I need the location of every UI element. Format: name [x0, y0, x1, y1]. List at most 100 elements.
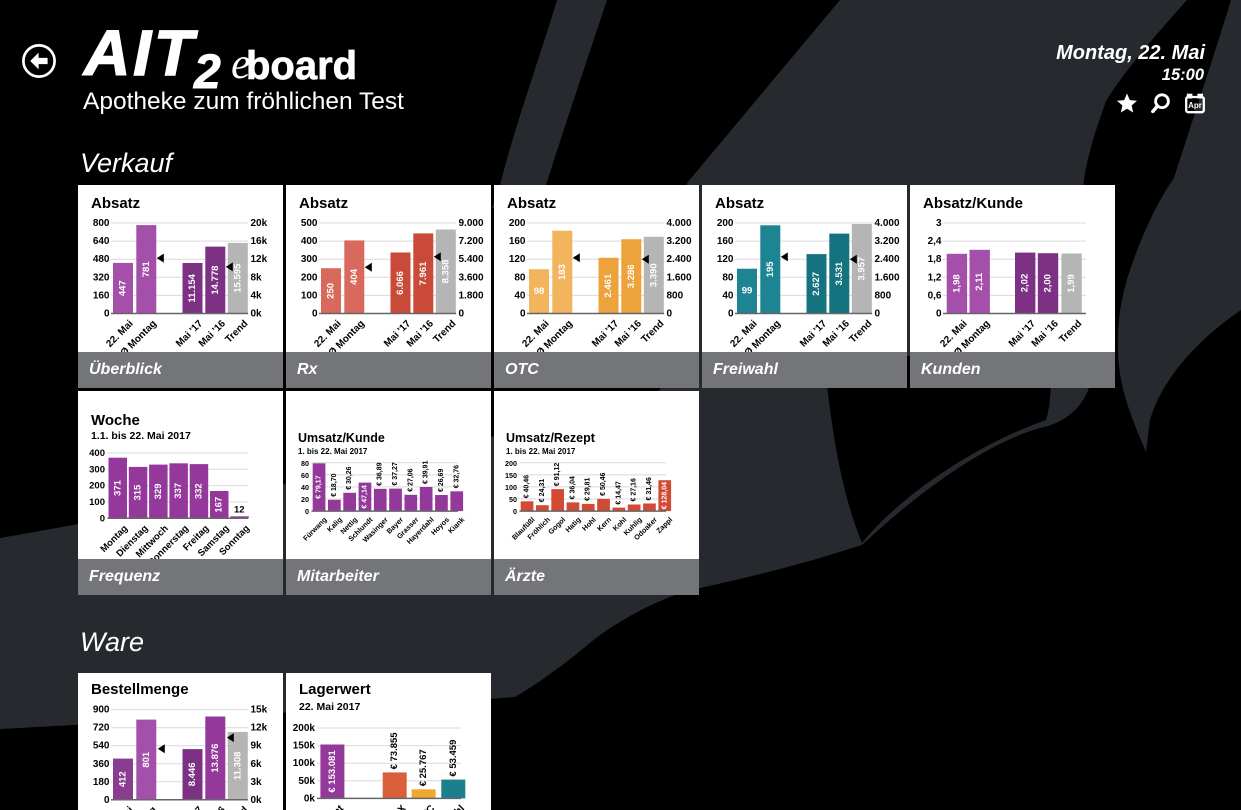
svg-text:Zappl: Zappl: [654, 515, 674, 535]
svg-text:200: 200: [717, 218, 734, 229]
svg-text:200: 200: [505, 459, 517, 468]
svg-text:€ 27,06: € 27,06: [407, 468, 414, 491]
svg-text:4.000: 4.000: [875, 218, 900, 229]
svg-text:Trend: Trend: [639, 318, 666, 345]
svg-text:1,99: 1,99: [1066, 274, 1077, 293]
svg-text:120: 120: [717, 254, 734, 265]
svg-text:329: 329: [153, 483, 164, 499]
svg-text:5.400: 5.400: [459, 254, 484, 265]
svg-text:0k: 0k: [251, 309, 263, 320]
svg-text:360: 360: [93, 759, 110, 770]
svg-text:2.627: 2.627: [811, 272, 822, 296]
svg-text:160: 160: [93, 290, 110, 301]
svg-text:447: 447: [118, 280, 129, 296]
svg-text:412: 412: [118, 771, 129, 787]
svg-text:0: 0: [459, 309, 465, 320]
svg-text:€ 37,27: € 37,27: [392, 462, 399, 485]
svg-text:0: 0: [104, 795, 110, 806]
svg-text:200: 200: [301, 272, 318, 283]
svg-text:€ 36,89: € 36,89: [377, 462, 384, 485]
svg-text:Trend: Trend: [223, 318, 250, 345]
svg-text:Gesamt: Gesamt: [312, 803, 346, 810]
svg-text:200: 200: [509, 218, 526, 229]
svg-text:2,11: 2,11: [974, 272, 985, 291]
svg-text:15.595: 15.595: [232, 263, 243, 293]
svg-text:€ 25.767: € 25.767: [418, 749, 429, 786]
svg-text:2,02: 2,02: [1020, 274, 1031, 293]
svg-text:14.778: 14.778: [210, 266, 221, 295]
svg-text:€ 14,47: € 14,47: [615, 481, 622, 504]
svg-text:332: 332: [194, 483, 205, 499]
svg-text:80: 80: [514, 272, 526, 283]
svg-text:8.358: 8.358: [440, 260, 451, 284]
svg-text:200k: 200k: [293, 723, 316, 734]
svg-text:20k: 20k: [251, 218, 268, 229]
svg-text:€ 26,69: € 26,69: [438, 469, 445, 492]
svg-text:1.600: 1.600: [875, 272, 900, 283]
svg-text:€ 47,14: € 47,14: [362, 485, 369, 508]
svg-text:Hohl: Hohl: [580, 515, 598, 533]
svg-text:480: 480: [93, 254, 110, 265]
svg-text:300: 300: [89, 464, 105, 475]
svg-text:160: 160: [509, 236, 526, 247]
svg-text:300: 300: [301, 254, 318, 265]
svg-text:6.066: 6.066: [395, 271, 406, 295]
svg-text:6k: 6k: [251, 759, 263, 770]
svg-text:0: 0: [667, 309, 673, 320]
svg-text:720: 720: [93, 723, 110, 734]
svg-text:500: 500: [301, 218, 318, 229]
svg-text:Mai '17: Mai '17: [174, 804, 205, 810]
svg-text:€ 32,76: € 32,76: [453, 465, 460, 488]
svg-text:2,4: 2,4: [928, 236, 942, 247]
svg-text:OTC: OTC: [415, 803, 438, 810]
svg-text:7.200: 7.200: [459, 236, 484, 247]
svg-text:1.800: 1.800: [459, 290, 484, 301]
svg-text:11.154: 11.154: [187, 273, 198, 302]
svg-text:2.400: 2.400: [875, 254, 900, 265]
svg-text:800: 800: [93, 218, 110, 229]
svg-text:0: 0: [305, 507, 309, 516]
svg-text:15k: 15k: [251, 705, 268, 716]
svg-text:540: 540: [93, 741, 110, 752]
svg-text:150: 150: [505, 471, 517, 480]
svg-text:Trend: Trend: [1057, 318, 1084, 345]
svg-text:0k: 0k: [304, 793, 316, 804]
svg-text:337: 337: [173, 483, 184, 499]
svg-text:€ 40,46: € 40,46: [524, 475, 531, 498]
svg-text:16k: 16k: [251, 236, 268, 247]
svg-text:Trend: Trend: [847, 318, 874, 345]
svg-text:12k: 12k: [251, 723, 268, 734]
svg-text:9.000: 9.000: [459, 218, 484, 229]
svg-text:€ 50,46: € 50,46: [600, 472, 607, 495]
svg-text:0: 0: [513, 507, 517, 516]
svg-text:3.200: 3.200: [875, 236, 900, 247]
svg-text:8k: 8k: [251, 272, 263, 283]
svg-text:900: 900: [93, 705, 110, 716]
svg-text:0: 0: [936, 309, 942, 320]
svg-text:3.600: 3.600: [459, 272, 484, 283]
svg-text:99: 99: [742, 286, 753, 297]
svg-text:195: 195: [765, 261, 776, 278]
svg-text:3: 3: [936, 218, 942, 229]
svg-text:1.600: 1.600: [667, 272, 692, 283]
svg-text:100: 100: [89, 497, 105, 508]
svg-text:50k: 50k: [298, 776, 315, 787]
svg-text:404: 404: [349, 268, 360, 285]
svg-text:11.308: 11.308: [232, 752, 243, 781]
svg-text:€ 31,46: € 31,46: [646, 477, 653, 500]
svg-text:Apr: Apr: [1188, 101, 1202, 110]
svg-text:3.531: 3.531: [834, 261, 845, 285]
svg-text:€ 24,31: € 24,31: [539, 479, 546, 502]
svg-text:0: 0: [100, 513, 105, 524]
svg-text:9k: 9k: [251, 741, 263, 752]
svg-text:12: 12: [234, 504, 245, 515]
svg-text:80: 80: [722, 272, 734, 283]
svg-text:20: 20: [301, 495, 309, 504]
svg-text:€ 79,17: € 79,17: [316, 475, 323, 498]
svg-text:7.961: 7.961: [418, 261, 429, 285]
svg-text:98: 98: [534, 286, 545, 297]
svg-text:100k: 100k: [293, 758, 316, 769]
svg-text:Kiank: Kiank: [446, 515, 466, 535]
svg-text:781: 781: [141, 261, 152, 278]
svg-text:Fürwang: Fürwang: [301, 515, 329, 543]
